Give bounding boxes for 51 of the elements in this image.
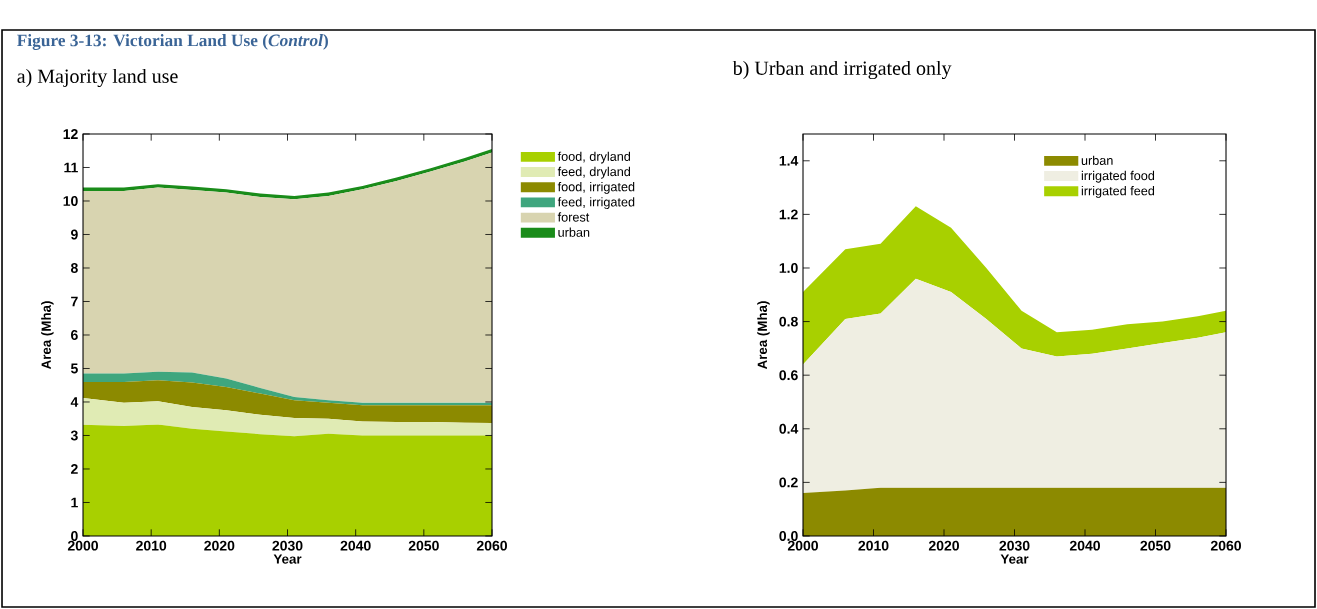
chart-subtitle: b) Urban and irrigated only xyxy=(732,60,952,80)
x-axis-title: Year xyxy=(273,554,302,564)
x-tick-label: 2040 xyxy=(1069,540,1100,551)
legend-label: feed, irrigated xyxy=(557,197,635,209)
y-tick-label: 0.4 xyxy=(779,423,799,434)
x-tick-label: 2060 xyxy=(1210,540,1241,551)
x-tick-label: 2060 xyxy=(476,540,507,551)
y-tick-label: 7 xyxy=(71,296,78,307)
y-tick-label: 0.0 xyxy=(779,531,798,541)
x-axis-title: Year xyxy=(1000,554,1029,564)
x-tick-label: 2010 xyxy=(136,540,167,551)
x-tick-label: 2020 xyxy=(204,540,235,551)
legend-label: urban xyxy=(1081,155,1113,165)
y-tick-label: 1.2 xyxy=(779,209,798,220)
legend-label: irrigated food xyxy=(1081,170,1155,183)
x-tick-label: 2050 xyxy=(1140,540,1171,551)
y-tick-label: 0.8 xyxy=(779,316,798,327)
y-tick-label: 0.6 xyxy=(779,370,798,381)
legend-label: food, dryland xyxy=(557,151,631,164)
y-tick-label: 1.0 xyxy=(779,263,798,273)
legend-label: food, irrigated xyxy=(557,182,635,194)
y-tick-label: 0 xyxy=(71,531,78,541)
y-tick-label: 10 xyxy=(63,196,78,206)
legend-label: forest xyxy=(557,212,590,222)
x-tick-label: 2030 xyxy=(999,540,1030,551)
x-tick-label: 2010 xyxy=(858,540,889,551)
y-tick-label: 12 xyxy=(63,129,78,139)
y-tick-label: 4 xyxy=(70,397,79,407)
y-tick-label: 3 xyxy=(70,430,78,441)
y-axis-title: Area (Mha) xyxy=(41,301,54,370)
x-tick-label: 2040 xyxy=(340,540,371,551)
legend-label: irrigated feed xyxy=(1081,186,1155,198)
legend-label: feed, dryland xyxy=(557,166,631,179)
x-tick-label: 2020 xyxy=(928,540,959,551)
y-tick-label: 9 xyxy=(70,229,78,240)
y-tick-label: 0.2 xyxy=(779,477,798,488)
y-tick-label: 5 xyxy=(70,363,78,374)
y-tick-label: 2 xyxy=(70,464,78,474)
y-tick-label: 8 xyxy=(70,263,78,273)
y-tick-label: 6 xyxy=(71,330,78,340)
chart-subtitle: a) Majority land use xyxy=(17,68,178,88)
y-axis-title: Area (Mha) xyxy=(757,301,770,370)
x-tick-label: 2000 xyxy=(787,540,818,551)
x-tick-label: 2050 xyxy=(408,540,439,551)
y-tick-label: 1 xyxy=(71,497,78,508)
y-tick-label: 1.4 xyxy=(779,155,799,166)
legend-label: urban xyxy=(558,227,590,237)
x-tick-label: 2000 xyxy=(67,540,98,551)
x-tick-label: 2030 xyxy=(272,540,303,551)
chart-title: Figure 3-13: Victorian Land Use (Control) xyxy=(17,34,328,50)
y-tick-label: 11 xyxy=(64,162,78,173)
